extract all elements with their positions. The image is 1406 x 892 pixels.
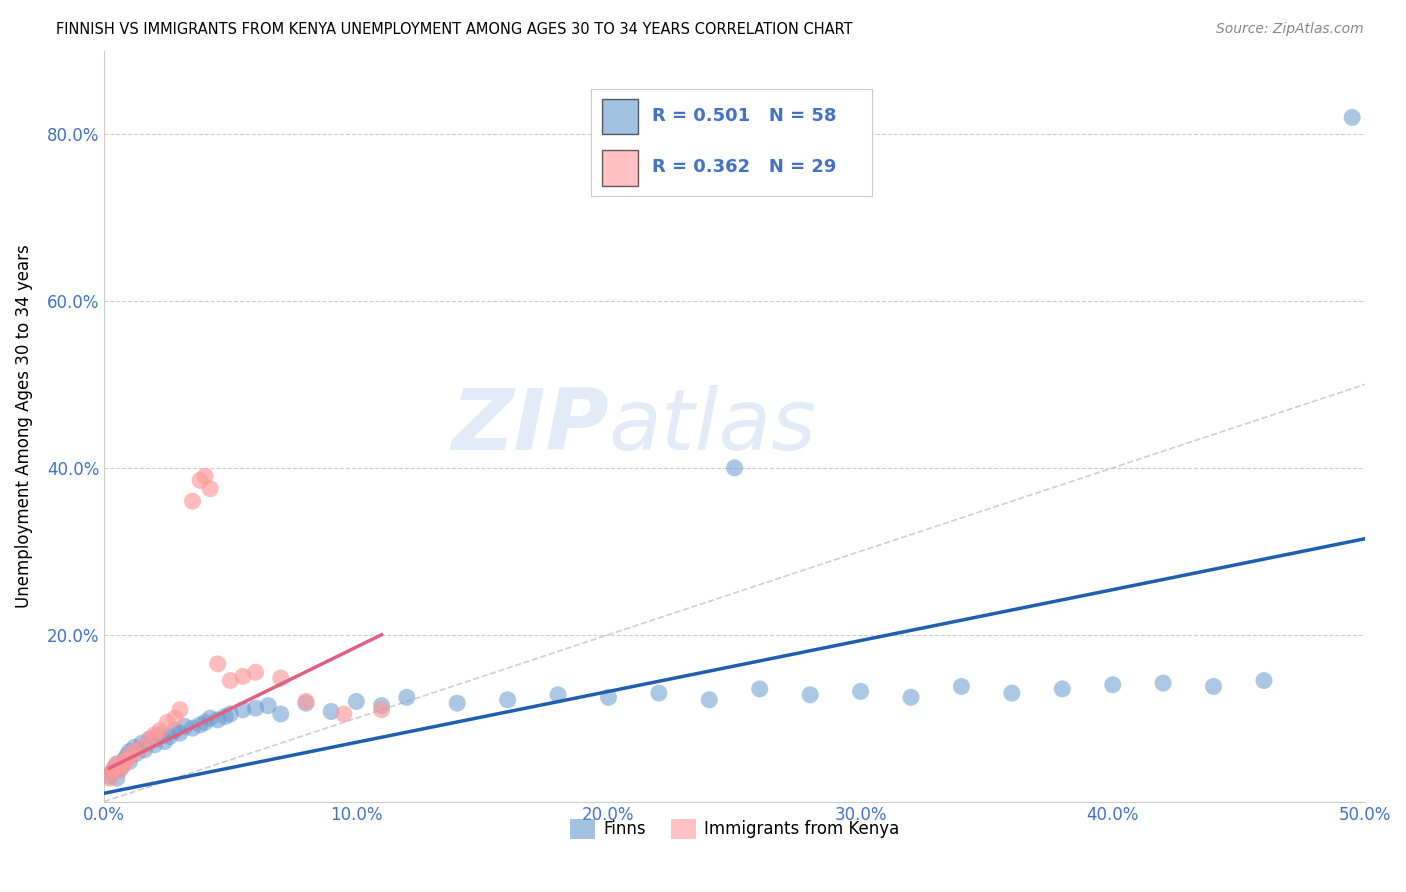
Point (159, 730, 181, 744)
Text: ZIP: ZIP (451, 384, 609, 467)
Point (105, 771, 128, 785)
Point (270, 706, 292, 721)
Point (232, 669, 254, 683)
Y-axis label: Unemployment Among Ages 30 to 34 years: Unemployment Among Ages 30 to 34 years (15, 244, 32, 608)
Point (194, 469, 217, 483)
Point (799, 688, 821, 702)
Point (181, 721, 204, 735)
Point (1341, 111, 1364, 125)
Point (446, 696, 468, 710)
Point (105, 757, 128, 772)
Point (344, 694, 367, 708)
Point (118, 748, 141, 763)
Point (198, 711, 221, 725)
Point (101, 765, 124, 780)
FancyBboxPatch shape (602, 99, 638, 134)
Point (98, 771, 121, 785)
Point (134, 743, 156, 757)
Point (115, 748, 138, 763)
Point (1001, 686, 1024, 700)
Point (1052, 681, 1074, 696)
Point (108, 763, 131, 777)
Point (723, 460, 745, 475)
Point (1253, 673, 1275, 688)
Point (219, 706, 242, 721)
Point (125, 746, 148, 760)
Point (219, 673, 242, 688)
Point (111, 759, 134, 773)
Point (198, 482, 221, 496)
Point (163, 711, 186, 725)
Point (138, 731, 160, 746)
Point (131, 740, 153, 755)
Point (1202, 680, 1225, 694)
Point (270, 671, 292, 685)
Point (118, 745, 141, 759)
Point (748, 681, 770, 696)
Point (188, 718, 211, 732)
Point (163, 723, 186, 738)
Point (124, 745, 146, 759)
Point (245, 701, 267, 715)
Point (105, 757, 128, 772)
Point (395, 690, 418, 705)
Point (181, 494, 204, 508)
Point (111, 759, 134, 773)
Point (174, 719, 197, 733)
Point (143, 738, 166, 752)
Point (547, 688, 569, 702)
Point (169, 726, 191, 740)
Point (124, 740, 146, 755)
Point (232, 703, 254, 717)
Point (697, 693, 720, 707)
Point (207, 657, 229, 671)
Text: atlas: atlas (609, 384, 817, 467)
Text: R = 0.362   N = 29: R = 0.362 N = 29 (652, 159, 837, 177)
Point (103, 761, 125, 775)
Point (950, 680, 973, 694)
Point (849, 684, 872, 698)
Point (143, 728, 166, 742)
Point (496, 693, 519, 707)
Legend: Finns, Immigrants from Kenya: Finns, Immigrants from Kenya (562, 812, 905, 846)
Point (370, 703, 392, 717)
Point (98, 770, 121, 784)
Point (188, 474, 211, 488)
Point (257, 698, 280, 713)
Point (332, 706, 354, 721)
Point (1101, 678, 1123, 692)
Point (103, 761, 125, 775)
Point (149, 728, 172, 742)
Point (214, 709, 236, 723)
Point (207, 713, 229, 727)
Point (112, 755, 135, 769)
Point (900, 690, 922, 705)
Point (108, 763, 131, 777)
Point (149, 723, 172, 738)
Point (112, 753, 135, 767)
FancyBboxPatch shape (602, 150, 638, 186)
Point (101, 765, 124, 780)
Point (138, 731, 160, 746)
Point (598, 690, 620, 705)
Point (321, 705, 343, 719)
Text: R = 0.501   N = 58: R = 0.501 N = 58 (652, 107, 837, 125)
Point (295, 696, 318, 710)
Point (245, 665, 267, 680)
Point (194, 715, 217, 730)
Point (370, 698, 392, 713)
Point (648, 686, 671, 700)
Text: FINNISH VS IMMIGRANTS FROM KENYA UNEMPLOYMENT AMONG AGES 30 TO 34 YEARS CORRELAT: FINNISH VS IMMIGRANTS FROM KENYA UNEMPLO… (56, 22, 853, 37)
Text: Source: ZipAtlas.com: Source: ZipAtlas.com (1216, 22, 1364, 37)
Point (131, 736, 153, 750)
Point (153, 734, 176, 748)
Point (295, 694, 318, 708)
Point (156, 715, 179, 730)
Point (115, 753, 138, 767)
Point (169, 703, 191, 717)
Point (1152, 676, 1174, 690)
Point (118, 755, 141, 769)
